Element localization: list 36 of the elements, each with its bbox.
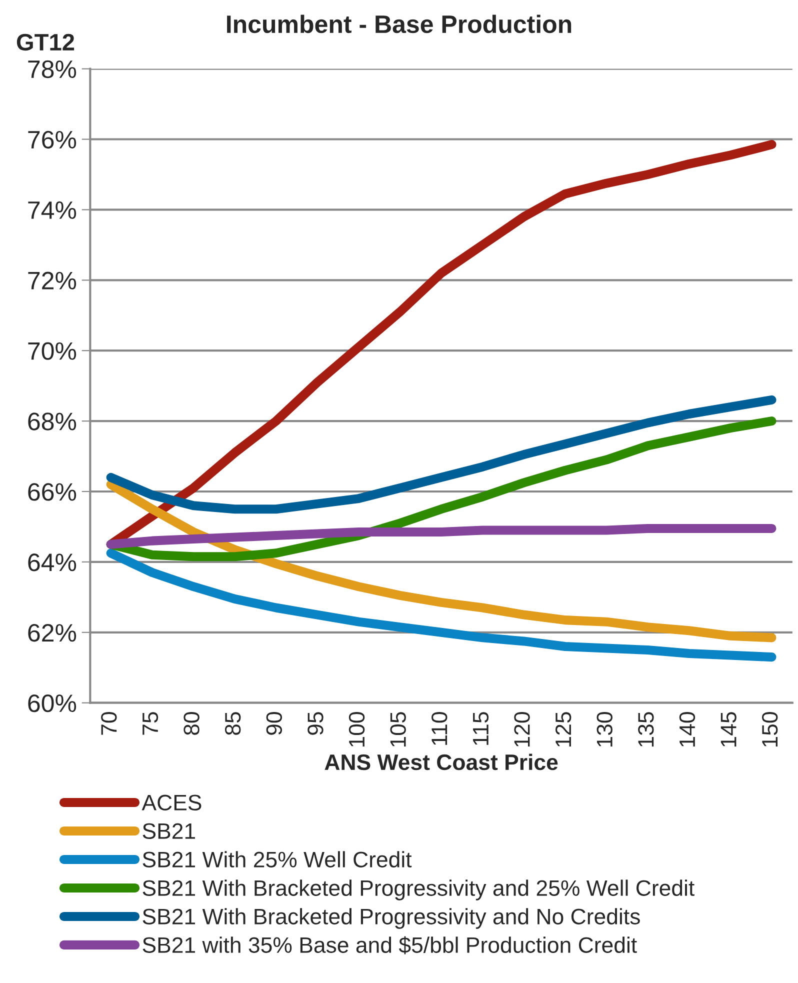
- legend-label: SB21 with 35% Base and $5/bbl Production Credit: [142, 936, 637, 954]
- x-axis-title: ANS West Coast Price: [324, 754, 558, 770]
- x-tick-label: 105: [390, 712, 406, 747]
- x-tick-label: 110: [432, 712, 448, 745]
- x-tick-label: 80: [184, 712, 200, 735]
- x-tick-label: 75: [142, 712, 158, 735]
- y-tick-label: 70%: [28, 342, 76, 360]
- x-tick-label: 125: [555, 712, 572, 747]
- y-tick-label: 64%: [28, 554, 76, 572]
- legend-label: SB21: [142, 823, 196, 839]
- legend-label: SB21 With Bracketed Progressivity and 25% Well Credit: [142, 880, 694, 900]
- y-tick-label: 76%: [28, 130, 76, 149]
- x-tick-label: 135: [638, 712, 654, 747]
- legend-label: SB21 With Bracketed Progressivity and No Credits: [142, 908, 640, 929]
- x-tick-label: 115: [473, 712, 489, 745]
- x-tick-label: 90: [266, 712, 282, 735]
- y-tick-label: 60%: [28, 694, 76, 712]
- y-tick-label: 78%: [28, 60, 76, 78]
- y-tick-label: 68%: [28, 412, 76, 430]
- text: GT12: [16, 34, 74, 51]
- y-tick-label: 66%: [28, 483, 76, 501]
- y-tick-label: 72%: [28, 272, 76, 290]
- x-tick-label: 95: [308, 712, 324, 735]
- x-tick-label: 100: [348, 712, 365, 747]
- x-tick-label: 145: [720, 712, 736, 747]
- x-tick-label: 120: [514, 712, 530, 747]
- x-tick-label: 150: [762, 712, 778, 747]
- y-tick-label: 74%: [28, 201, 76, 219]
- x-tick-label: 70: [101, 712, 117, 735]
- x-tick-label: 130: [596, 712, 612, 747]
- x-tick-label: 85: [224, 712, 241, 735]
- y-tick-label: 62%: [28, 624, 76, 642]
- legend-label: SB21 With 25% Well Credit: [142, 851, 412, 868]
- legend-label: ACES: [142, 794, 202, 810]
- chart-title: Incumbent - Base Production: [227, 14, 572, 34]
- x-tick-label: 140: [679, 712, 696, 747]
